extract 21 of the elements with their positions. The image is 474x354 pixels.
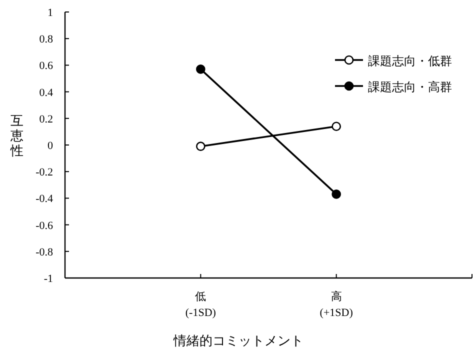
y-tick-label: 0 — [48, 140, 54, 152]
point — [196, 64, 206, 74]
legend-label: 課題志向・高群 — [368, 80, 452, 94]
y-axis-title: 互恵性 — [10, 114, 24, 159]
y-tick-label: 0.4 — [39, 86, 54, 99]
y-tick-label: 0.2 — [39, 113, 53, 126]
x-axis-title: 情緒的コミットメント — [172, 334, 304, 349]
point — [332, 122, 341, 132]
legend-label: 課題志向・低群 — [368, 54, 452, 68]
y-tick-label: 0.8 — [39, 34, 54, 46]
x-tick-label: 高 (+1SD) — [320, 290, 354, 319]
y-tick-label: -0.6 — [36, 220, 54, 232]
x-tick-label: 低 (-1SD) — [185, 291, 216, 319]
y-tick-label: -0.2 — [36, 166, 53, 179]
y-tick-label: -0.8 — [36, 246, 54, 258]
y-tick-label: 1 — [48, 7, 53, 19]
y-tick-label: -1 — [44, 273, 53, 285]
point — [196, 142, 206, 151]
y-tick-label: -0.4 — [36, 193, 54, 206]
y-tick-label: 0.6 — [39, 60, 54, 72]
point — [332, 190, 341, 199]
